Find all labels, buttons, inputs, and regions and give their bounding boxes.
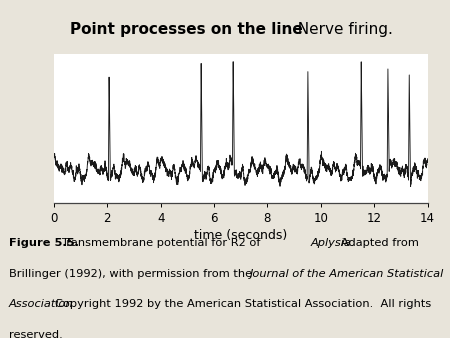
Text: reserved.: reserved. <box>9 330 63 338</box>
Text: Point processes on the line: Point processes on the line <box>70 22 302 37</box>
Text: Adapted from: Adapted from <box>341 238 419 248</box>
Text: Association.: Association. <box>9 299 77 309</box>
Text: Copyright 1992 by the American Statistical Association.  All rights: Copyright 1992 by the American Statistic… <box>55 299 431 309</box>
Text: . Nerve firing.: . Nerve firing. <box>288 22 393 37</box>
Text: Transmembrane potential for R2 of: Transmembrane potential for R2 of <box>61 238 260 248</box>
Text: Journal of the American Statistical: Journal of the American Statistical <box>250 269 444 279</box>
Text: Brillinger (1992), with permission from the: Brillinger (1992), with permission from … <box>9 269 252 279</box>
Text: Figure 5.5.: Figure 5.5. <box>9 238 79 248</box>
Text: Aplysia.: Aplysia. <box>310 238 355 248</box>
X-axis label: time (seconds): time (seconds) <box>194 229 288 242</box>
